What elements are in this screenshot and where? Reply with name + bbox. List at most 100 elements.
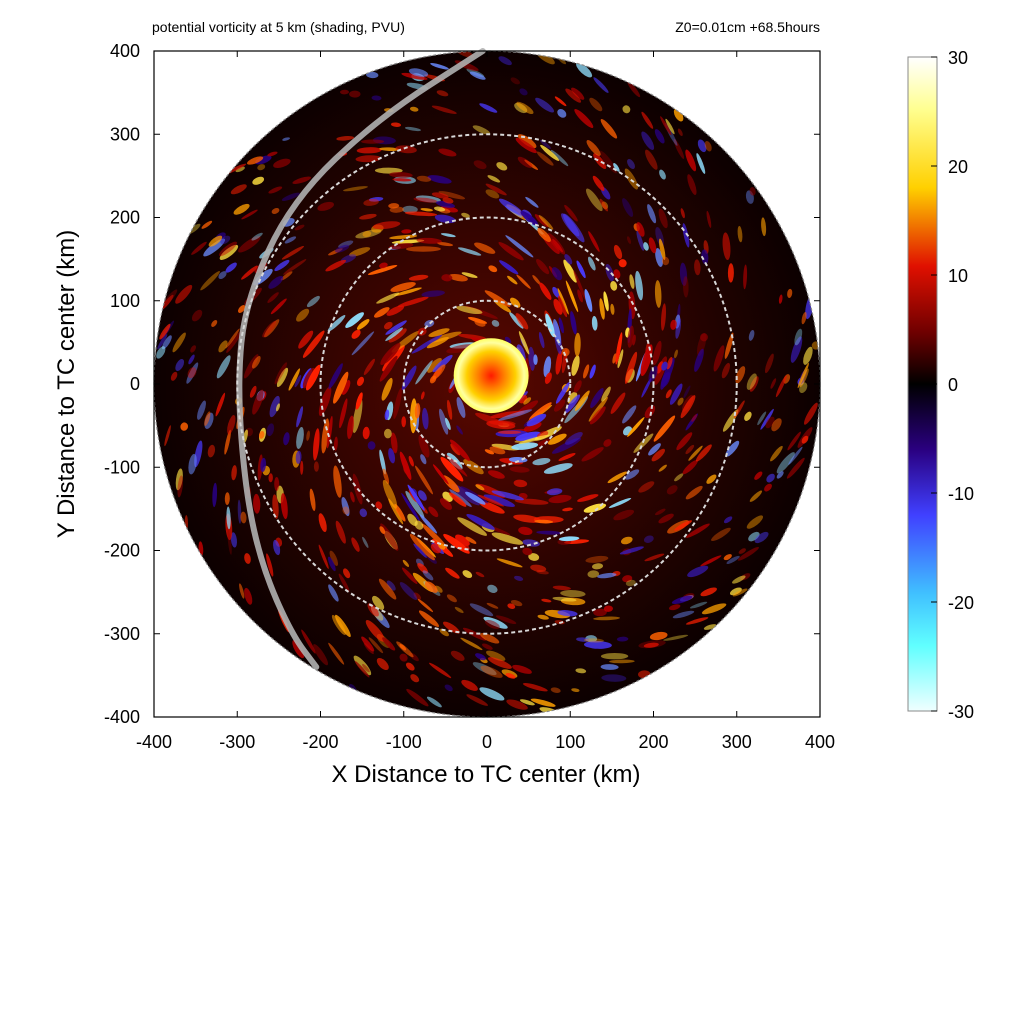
pv-filament xyxy=(587,256,596,271)
pv-filament xyxy=(669,383,683,405)
pv-filament xyxy=(270,298,287,315)
pv-filament xyxy=(552,596,577,602)
pv-filament xyxy=(273,539,281,556)
pv-filament xyxy=(328,642,345,665)
pv-filament xyxy=(432,364,446,380)
pv-filament xyxy=(211,320,218,327)
pv-filament xyxy=(333,465,342,498)
pv-filament xyxy=(421,523,448,549)
pv-filament xyxy=(385,327,403,342)
pv-filament xyxy=(525,196,539,208)
y-tick-label: 200 xyxy=(110,208,140,228)
pv-filament xyxy=(558,453,576,461)
pv-filament xyxy=(224,492,230,505)
pv-filament xyxy=(240,511,247,524)
pv-filament xyxy=(399,653,408,662)
pv-filament xyxy=(417,598,434,613)
pv-filament xyxy=(565,88,582,103)
pv-filament xyxy=(670,319,677,330)
pv-filament xyxy=(396,641,414,658)
pv-filament xyxy=(770,445,783,462)
pv-filament xyxy=(321,418,330,454)
pv-filament xyxy=(203,238,226,257)
pv-filament xyxy=(212,482,218,508)
y-axis-title: Y Distance to TC center (km) xyxy=(53,230,80,539)
pv-filament xyxy=(749,187,756,196)
pv-filament xyxy=(385,320,407,335)
pv-filament xyxy=(362,536,369,548)
pv-filament xyxy=(585,555,609,563)
pv-filament xyxy=(558,536,580,542)
pv-filament xyxy=(416,175,432,182)
pv-filament xyxy=(493,299,512,313)
pv-filament xyxy=(345,312,364,328)
pv-filament xyxy=(562,507,573,512)
pv-filament xyxy=(456,425,463,435)
pv-filament xyxy=(643,535,654,543)
pv-filament xyxy=(625,469,640,480)
pv-filament xyxy=(649,631,668,641)
pv-filament xyxy=(251,356,261,369)
pv-filament xyxy=(413,197,438,203)
pv-filament xyxy=(723,554,732,561)
pv-filament xyxy=(537,614,549,620)
pv-filament xyxy=(441,274,453,282)
pv-filament xyxy=(757,411,767,426)
pv-filament xyxy=(422,407,429,430)
pv-filament xyxy=(651,448,665,462)
pv-filament xyxy=(404,211,438,217)
pv-filament xyxy=(305,364,321,391)
pv-filament xyxy=(456,397,466,418)
pv-filament xyxy=(581,447,604,462)
pv-filament xyxy=(359,508,368,518)
pv-filament xyxy=(682,459,698,475)
pv-filament xyxy=(405,246,441,252)
pv-filament xyxy=(775,375,787,398)
pv-filament xyxy=(586,140,601,156)
pv-filament xyxy=(550,687,561,693)
pv-filament xyxy=(509,466,530,473)
pv-filament xyxy=(665,118,675,135)
pv-filament xyxy=(475,653,486,661)
pv-filament xyxy=(268,275,284,289)
pv-filament xyxy=(673,138,685,159)
pv-filament xyxy=(326,415,333,449)
pv-filament xyxy=(552,286,560,298)
pv-filament xyxy=(627,158,635,170)
pv-filament xyxy=(574,332,581,357)
pv-filament xyxy=(402,205,418,214)
pv-filament xyxy=(615,332,623,365)
pv-filament xyxy=(448,273,468,282)
pv-filament xyxy=(446,399,453,420)
pv-filament xyxy=(519,88,528,96)
pv-filament xyxy=(515,431,541,441)
pv-filament xyxy=(479,501,505,514)
pv-filament xyxy=(641,131,655,150)
pv-filament xyxy=(592,175,605,192)
pv-filament xyxy=(480,665,503,678)
pv-filament xyxy=(440,233,456,238)
pv-filament xyxy=(390,282,416,292)
pv-filament xyxy=(438,191,466,200)
pv-filament xyxy=(215,392,226,417)
pv-filament xyxy=(685,149,697,172)
pv-filament xyxy=(420,391,425,400)
pv-filament xyxy=(439,498,452,510)
pv-filament xyxy=(252,176,265,185)
pv-filament xyxy=(746,373,757,390)
pv-filament xyxy=(216,355,231,379)
pv-filament xyxy=(252,389,264,415)
pv-filament xyxy=(743,264,748,290)
pv-filament xyxy=(239,583,245,599)
pv-filament xyxy=(520,210,539,226)
pv-filament xyxy=(457,517,488,536)
pv-filament xyxy=(335,520,346,544)
pv-filament xyxy=(188,453,197,475)
pv-filament xyxy=(603,605,613,612)
pv-filament xyxy=(514,575,524,581)
pv-filament xyxy=(515,137,537,154)
pv-filament xyxy=(655,508,666,516)
pv-filament xyxy=(674,473,684,482)
pv-filament xyxy=(517,156,533,168)
pv-filament xyxy=(687,174,697,195)
